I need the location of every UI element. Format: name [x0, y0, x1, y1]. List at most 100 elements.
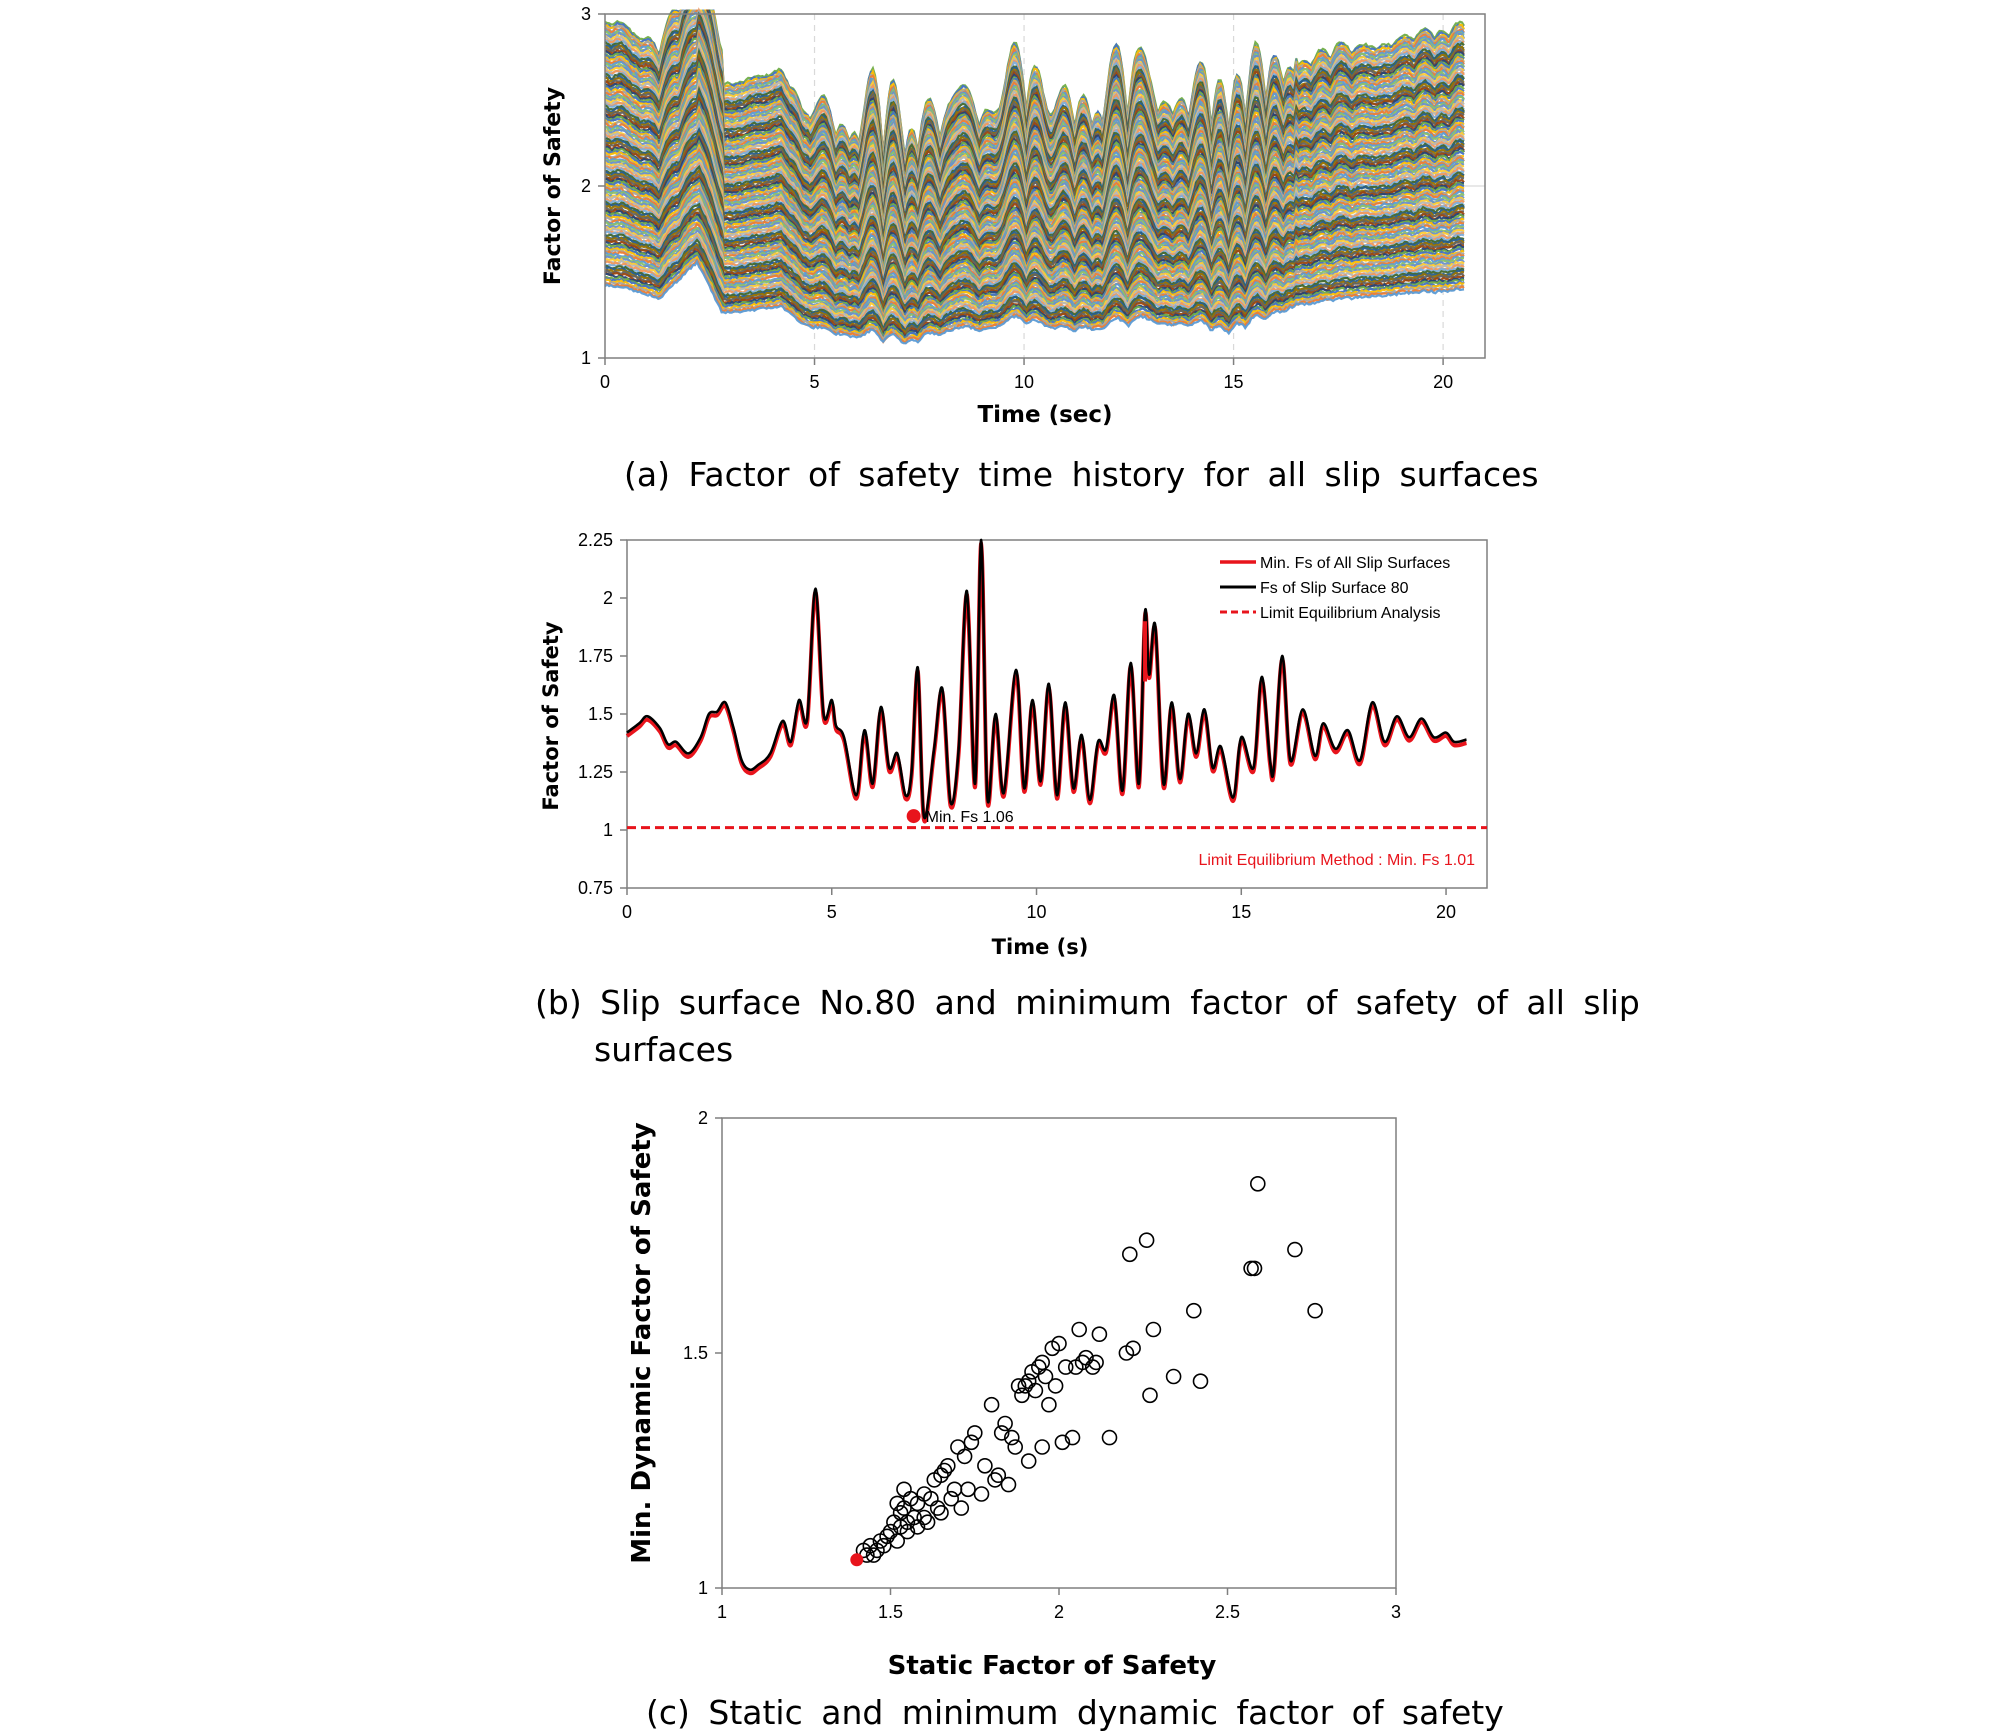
min-fs-annotation: Min. Fs 1.06 [926, 809, 1014, 826]
scatter-point [990, 1467, 1007, 1484]
chart-a-series-line [604, 107, 1465, 253]
chart-b-ytick-label: 2.25 [578, 530, 613, 550]
chart-a-series-line [604, 85, 1465, 240]
chart-a-series-line [604, 68, 1465, 230]
scatter-point [939, 1457, 956, 1474]
scatter-point [1125, 1340, 1141, 1357]
chart-c-ylabel: Min. Dynamic Factor of Safety [627, 1122, 657, 1564]
scatter-point [899, 1514, 916, 1531]
scatter-point [1287, 1241, 1303, 1258]
chart-a-xtick-label: 15 [1224, 372, 1244, 392]
chart-a-series-line [604, 21, 1465, 201]
chart-a-series-line [604, 181, 1465, 296]
scatter-point [1064, 1429, 1081, 1446]
scatter-point [869, 1542, 885, 1559]
scatter-point [933, 1504, 949, 1521]
chart-a-series-line [604, 60, 1465, 224]
scatter-point [956, 1448, 973, 1465]
chart-a-series-line [604, 80, 1465, 235]
scatter-point-highlight [850, 1553, 864, 1567]
chart-a-series-line [604, 9, 1465, 184]
scatter-point [950, 1439, 966, 1455]
chart-b-xtick-label: 20 [1436, 902, 1456, 922]
chart-a-series-line [604, 14, 1465, 200]
scatter-point [879, 1528, 895, 1545]
chart-c-ytick-label: 2 [698, 1108, 708, 1128]
chart-b-ytick-label: 2 [603, 588, 613, 608]
scatter-point [1014, 1387, 1030, 1404]
scatter-point [919, 1514, 936, 1531]
scatter-point [1165, 1368, 1182, 1385]
chart-a-series-line [604, 164, 1465, 285]
chart-b: 0 5 10 15 20 0.75 1 1.25 1.5 1.75 2 2.25 Min. Fs of… [539, 530, 1488, 959]
chart-a: 0 5 10 15 20 1 2 3 Time (sec) Factor of Safety [541, 4, 1486, 428]
chart-a-series-line [604, 187, 1465, 300]
chart-c-plot-border [721, 1117, 1397, 1589]
chart-c-ytick-label: 1.5 [683, 1343, 708, 1363]
chart-c-xtick-label: 1 [717, 1602, 727, 1622]
scatter-point [936, 1462, 953, 1479]
caption-b-line1: (b) Slip surface No.80 and minimum facto… [535, 983, 1640, 1022]
chart-a-series-line [604, 71, 1465, 232]
panel-b: 0 5 10 15 20 0.75 1 1.25 1.5 1.75 2 2.25 Min. Fs of… [0, 520, 2008, 1090]
chart-b-ticks: 0 5 10 15 20 0.75 1 1.25 1.5 1.75 2 2.25 [578, 530, 1456, 922]
scatter-point [1020, 1453, 1037, 1469]
chart-b-xtick-label: 10 [1027, 902, 1047, 922]
scatter-point [889, 1495, 906, 1512]
chart-a-series-line [604, 42, 1465, 215]
scatter-point [1007, 1439, 1024, 1455]
chart-a-xtick-label: 0 [600, 372, 610, 392]
scatter-point [1051, 1335, 1067, 1352]
scatter-point [1186, 1302, 1202, 1319]
scatter-point [916, 1509, 933, 1526]
chart-a-series-line [604, 9, 1465, 187]
legend-label-slip-80: Fs of Slip Surface 80 [1260, 580, 1409, 597]
scatter-point [865, 1547, 882, 1563]
scatter-point [1307, 1302, 1323, 1319]
chart-a-series-line [604, 151, 1465, 277]
scatter-point [1010, 1378, 1027, 1394]
scatter-point [1047, 1378, 1064, 1394]
chart-b-ytick-label: 1.75 [578, 646, 613, 666]
scatter-point [1250, 1176, 1266, 1192]
min-fs-marker [906, 809, 921, 824]
chart-b-ytick-label: 1 [603, 820, 613, 840]
chart-b-xtick-label: 0 [622, 902, 632, 922]
caption-a: (a) Factor of safety time history for al… [624, 455, 1539, 494]
scatter-point [987, 1472, 1003, 1488]
scatter-point [1034, 1354, 1050, 1371]
scatter-point [1000, 1476, 1017, 1493]
chart-c-xtick-label: 1.5 [878, 1602, 903, 1622]
scatter-point [960, 1481, 976, 1498]
scatter-point [1003, 1429, 1020, 1446]
chart-a-series-line [605, 136, 1465, 270]
scatter-point [963, 1434, 980, 1451]
chart-b-xtick-label: 5 [827, 902, 837, 922]
chart-b-xlabel: Time (s) [992, 935, 1089, 959]
chart-c: 1 1.5 2 2.5 3 1 1.5 2 Static Factor of Safety M… [627, 1108, 1401, 1681]
chart-c-ticks: 1 1.5 2 2.5 3 1 1.5 2 [683, 1108, 1401, 1622]
chart-a-ticks: 0 5 10 15 20 1 2 3 [581, 4, 1453, 392]
scatter-point [977, 1457, 993, 1474]
scatter-point [1034, 1439, 1050, 1455]
scatter-point [973, 1486, 990, 1502]
scatter-point [1071, 1321, 1087, 1338]
chart-a-ytick-label: 2 [581, 176, 591, 196]
chart-a-series-line [604, 9, 1465, 176]
chart-a-series-line [604, 146, 1465, 275]
panel-a: 0 5 10 15 20 1 2 3 Time (sec) Factor of Safety … [0, 0, 2008, 500]
chart-a-xtick-label: 10 [1014, 372, 1034, 392]
chart-b-ytick-label: 0.75 [578, 878, 613, 898]
chart-a-series [604, 7, 1465, 345]
scatter-point [966, 1425, 983, 1441]
scatter-point [946, 1481, 963, 1498]
chart-a-series-line [604, 122, 1465, 264]
scatter-point [1017, 1378, 1034, 1394]
chart-a-xlabel: Time (sec) [977, 402, 1112, 428]
scatter-point [1138, 1232, 1155, 1248]
chart-b-ytick-label: 1.5 [588, 704, 613, 724]
chart-a-series-line [604, 194, 1465, 306]
chart-a-series-line [604, 119, 1465, 259]
panel-c: 1 1.5 2 2.5 3 1 1.5 2 Static Factor of Safety M… [0, 1090, 2008, 1734]
scatter-point [896, 1481, 912, 1498]
